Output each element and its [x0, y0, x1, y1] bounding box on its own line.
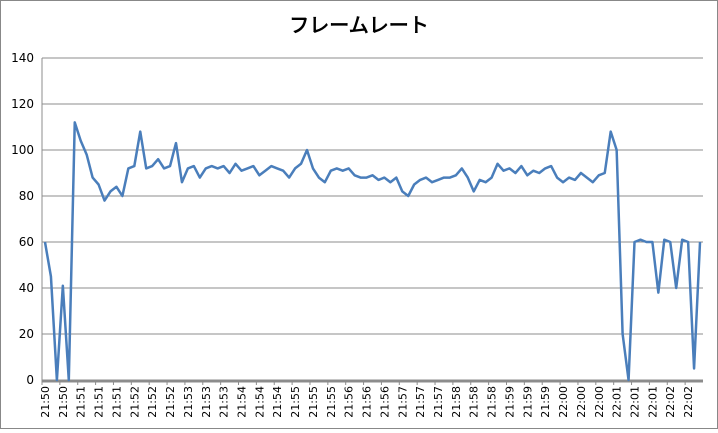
x-tick-label: 22:00 — [593, 386, 606, 418]
x-tick-label: 21:58 — [486, 386, 499, 418]
x-tick-label: 21:59 — [539, 386, 552, 418]
x-tick-label: 21:52 — [164, 386, 177, 418]
y-tick-label: 0 — [26, 373, 34, 387]
x-tick-label: 21:51 — [93, 386, 106, 418]
y-tick-label: 100 — [11, 143, 34, 157]
x-tick-label: 21:59 — [503, 386, 516, 418]
x-tick-label: 21:54 — [271, 386, 284, 418]
y-tick-label: 140 — [11, 51, 34, 65]
x-tick-label: 21:51 — [110, 386, 123, 418]
x-tick-label: 21:54 — [235, 386, 248, 418]
line-series — [43, 121, 702, 382]
y-tick-label: 80 — [19, 189, 34, 203]
x-tick-label: 21:55 — [307, 386, 320, 418]
chart-title: フレームレート — [289, 13, 428, 37]
x-tick-label: 21:53 — [200, 386, 213, 418]
x-tick-label: 22:01 — [611, 386, 624, 418]
x-tick-label: 21:54 — [253, 386, 266, 418]
x-tick-label: 22:00 — [575, 386, 588, 418]
x-tick-label: 21:59 — [521, 386, 534, 418]
x-tick-label: 21:50 — [39, 386, 52, 418]
x-tick-label: 22:02 — [682, 386, 695, 418]
y-tick-label: 120 — [11, 97, 34, 111]
x-tick-label: 21:57 — [432, 386, 445, 418]
y-tick-label: 40 — [19, 281, 34, 295]
x-tick-label: 21:52 — [146, 386, 159, 418]
y-tick-label: 60 — [19, 235, 34, 249]
x-tick-label: 21:55 — [289, 386, 302, 418]
x-tick-label: 21:52 — [128, 386, 141, 418]
y-tick-label: 20 — [19, 327, 34, 341]
x-tick-label: 21:58 — [450, 386, 463, 418]
x-tick-label: 22:01 — [646, 386, 659, 418]
x-tick-label: 22:02 — [664, 386, 677, 418]
x-tick-label: 22:01 — [629, 386, 642, 418]
x-tick-label: 21:57 — [414, 386, 427, 418]
x-tick-label: 21:55 — [325, 386, 338, 418]
x-tick-label: 21:53 — [182, 386, 195, 418]
x-tick-label: 21:58 — [468, 386, 481, 418]
x-tick-label: 21:50 — [57, 386, 70, 418]
x-tick-label: 21:53 — [218, 386, 231, 418]
x-tick-label: 21:56 — [361, 386, 374, 418]
x-tick-label: 21:57 — [396, 386, 409, 418]
x-tick-label: 21:56 — [343, 386, 356, 418]
x-tick-label: 21:51 — [75, 386, 88, 418]
x-tick-label: 22:00 — [557, 386, 570, 418]
x-tick-label: 21:56 — [378, 386, 391, 418]
